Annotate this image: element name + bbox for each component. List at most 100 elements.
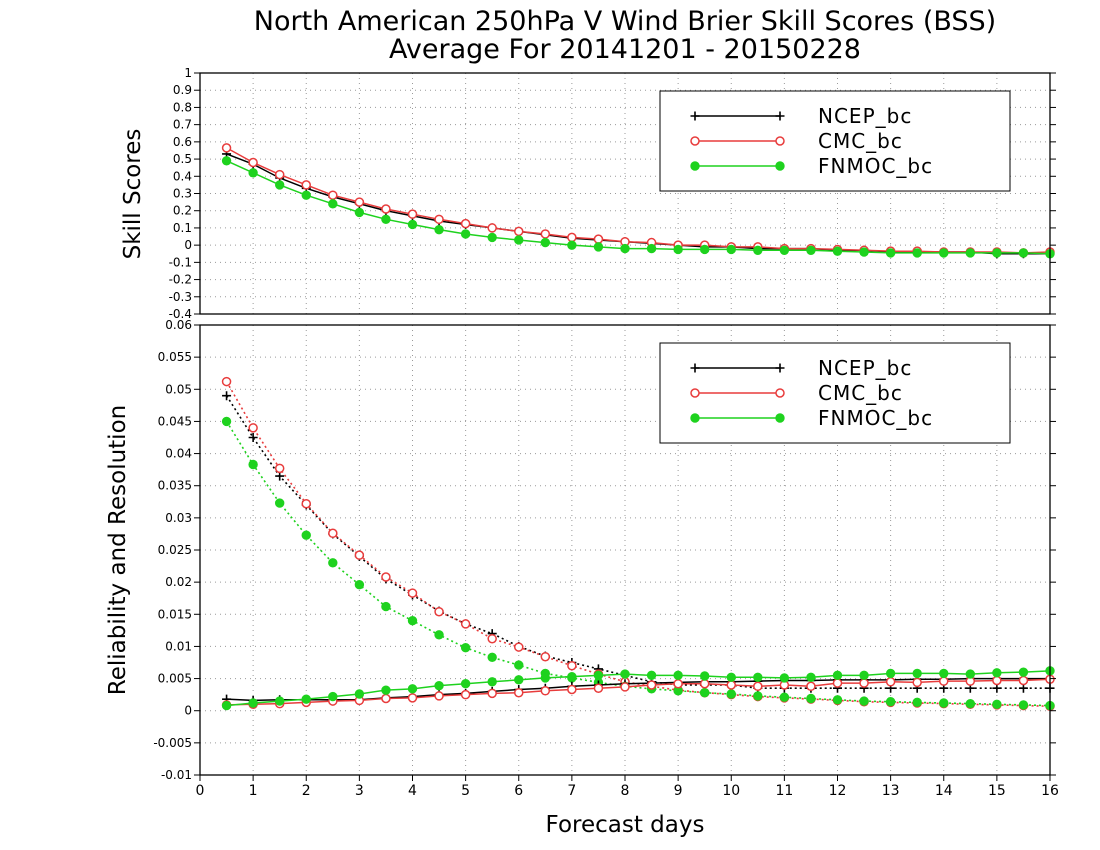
- x-axis-title: Forecast days: [546, 812, 705, 838]
- legend-entry-CMC_bc: CMC_bc: [690, 129, 903, 153]
- data-point: [328, 199, 338, 209]
- data-point: [965, 698, 976, 709]
- y-tick-label: 0.5: [173, 152, 192, 166]
- data-point: [407, 684, 418, 694]
- legend-label: FNMOC_bc: [818, 406, 933, 430]
- data-point: [939, 698, 949, 708]
- data-point: [593, 683, 604, 693]
- data-point: [540, 673, 551, 683]
- legend-marker-left: [690, 161, 700, 171]
- data-point: [434, 691, 444, 701]
- data-point: [487, 633, 497, 644]
- y-tick-label: 0.4: [173, 169, 192, 183]
- series-CMC_bc-reliability: [221, 674, 1055, 710]
- data-point: [407, 219, 418, 230]
- skill-score-series: [221, 143, 1055, 259]
- y-tick-label: 0.06: [165, 318, 192, 332]
- data-point: [434, 680, 444, 691]
- data-point: [859, 670, 869, 681]
- data-point: [407, 209, 418, 219]
- data-point: [274, 696, 285, 706]
- legend-entry-FNMOC_bc: FNMOC_bc: [690, 406, 933, 430]
- data-point: [248, 423, 258, 433]
- data-point: [912, 697, 922, 708]
- data-point: [540, 229, 551, 239]
- data-point: [806, 672, 816, 682]
- data-point: [806, 245, 816, 256]
- legend-entry-CMC_bc: CMC_bc: [690, 381, 902, 405]
- data-point: [912, 668, 922, 679]
- x-tick-label: 2: [302, 783, 311, 799]
- data-point: [460, 218, 471, 229]
- data-point: [859, 678, 869, 688]
- data-point: [699, 688, 710, 698]
- y-tick-label: 0.3: [173, 187, 192, 201]
- data-point: [407, 616, 418, 626]
- x-tick-label: 8: [621, 783, 630, 799]
- data-point: [832, 670, 843, 681]
- data-point: [381, 214, 391, 225]
- data-point: [726, 672, 736, 682]
- skill-score-panel: -0.4 -0.3 -0.2 -0.1 0 0.1 0.2 0.3 0.4 0.5 0.6 0.7 0.…: [120, 66, 1056, 321]
- legend-label: FNMOC_bc: [818, 154, 933, 178]
- data-point: [673, 670, 683, 681]
- data-point: [514, 226, 524, 237]
- data-point: [832, 695, 843, 705]
- data-point: [487, 223, 497, 233]
- legend-label: NCEP_bc: [818, 104, 912, 128]
- legend-marker-right: [775, 136, 785, 146]
- chart-title: North American 250hPa V Wind Brier Skill…: [254, 6, 996, 37]
- data-point: [753, 672, 763, 682]
- data-point: [407, 588, 418, 598]
- data-point: [407, 693, 418, 703]
- y-tick-label: 0.7: [173, 118, 192, 132]
- data-point: [965, 669, 976, 679]
- data-point: [779, 245, 790, 256]
- y-tick-label: 0: [184, 238, 192, 252]
- y-tick-label: 0: [184, 704, 192, 718]
- legend-marker-right: [775, 413, 785, 423]
- legend-entry-NCEP_bc: NCEP_bc: [690, 104, 912, 128]
- y-tick-label: 1: [184, 66, 192, 80]
- data-point: [487, 232, 497, 243]
- data-point: [620, 669, 630, 679]
- x-tick-label: 14: [935, 783, 953, 799]
- series-FNMOC_bc: [221, 156, 1055, 259]
- skill-score-y-ticks: -0.4 -0.3 -0.2 -0.1 0 0.1 0.2 0.3 0.4 0.5 0.6 0.7 0.…: [169, 66, 1056, 321]
- data-point: [992, 675, 1002, 686]
- legend-marker-left: [690, 111, 700, 121]
- y-tick-label: 0.035: [158, 479, 192, 493]
- data-point: [806, 681, 816, 692]
- data-point: [301, 180, 311, 190]
- x-tick-label: 16: [1041, 783, 1059, 799]
- legend-entry-FNMOC_bc: FNMOC_bc: [690, 154, 933, 178]
- data-point: [593, 234, 604, 244]
- data-point: [487, 677, 497, 687]
- y-tick-label: -0.01: [161, 768, 192, 782]
- data-point: [221, 700, 232, 711]
- y-tick-label: -0.3: [169, 290, 192, 304]
- data-point: [354, 580, 365, 590]
- data-point: [1018, 248, 1029, 258]
- data-point: [354, 550, 365, 560]
- data-point: [222, 391, 232, 401]
- data-point: [221, 416, 232, 427]
- data-point: [221, 143, 232, 153]
- legend-marker-left: [690, 388, 700, 398]
- y-tick-label: -0.4: [169, 307, 192, 321]
- x-tick-label: 4: [408, 783, 417, 799]
- reliability-resolution-y-ticks: -0.01 -0.005 0 0.005 0.01 0.015 0.02 0.025 0.03 0…: [153, 318, 1056, 782]
- data-point: [646, 680, 657, 690]
- y-tick-label: 0.005: [158, 672, 192, 686]
- data-point: [992, 699, 1002, 709]
- data-point: [779, 692, 790, 702]
- data-point: [992, 248, 1002, 258]
- data-point: [699, 678, 710, 689]
- data-point: [381, 685, 391, 695]
- data-point: [859, 696, 869, 706]
- chart-subtitle: Average For 20141201 - 20150228: [389, 34, 861, 65]
- data-point: [274, 169, 285, 180]
- data-point: [487, 688, 497, 699]
- legend-label: CMC_bc: [818, 129, 903, 153]
- data-point: [1018, 675, 1029, 686]
